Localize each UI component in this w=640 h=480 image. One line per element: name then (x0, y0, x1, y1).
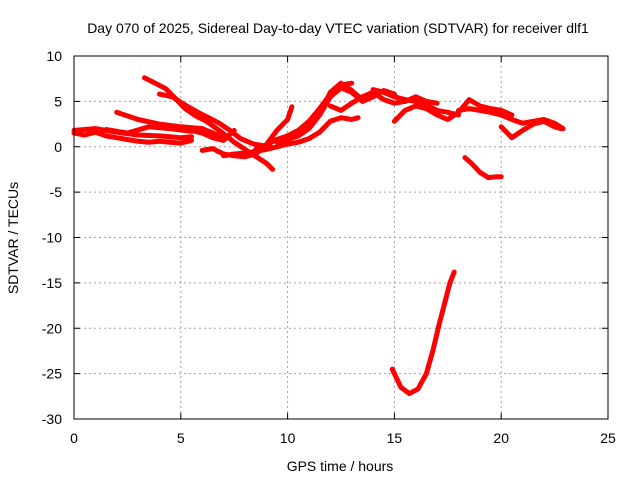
y-tick-label: 10 (46, 48, 62, 64)
tick-labels: 0 5 10 15 20 25 -30 -25 -20 -15 -10 -5 0 5 10 (42, 48, 616, 446)
series-line-arc-15 (391, 97, 515, 124)
series-line-arc-9 (221, 115, 361, 159)
series-line-arc-8 (199, 104, 295, 160)
x-tick-label: 20 (493, 430, 509, 446)
x-tick-label: 10 (280, 430, 296, 446)
y-tick-label: -10 (42, 230, 62, 246)
y-axis-label: SDTVAR / TECUs (5, 182, 21, 294)
y-tick-label: 5 (54, 93, 62, 109)
y-tick-label: -30 (42, 411, 62, 427)
y-tick-label: 0 (54, 139, 62, 155)
series-line-arc-4 (114, 109, 226, 141)
x-axis-label: GPS time / hours (287, 458, 394, 474)
series-line-arc-1 (71, 129, 194, 146)
y-tick-label: -25 (42, 366, 62, 382)
chart-title: Day 070 of 2025, Sidereal Day-to-day VTE… (87, 20, 589, 36)
axis-ticks (73, 55, 609, 420)
x-tick-label: 5 (177, 430, 185, 446)
series-group (71, 75, 566, 397)
x-tick-label: 0 (70, 430, 78, 446)
x-tick-label: 15 (387, 430, 403, 446)
series-line-arc-18 (462, 155, 504, 181)
series-line-arc-7 (189, 127, 237, 143)
y-tick-label: -20 (42, 320, 62, 336)
series-line-arc-13 (327, 89, 440, 113)
series-line-arc-6 (156, 91, 273, 150)
x-tick-label: 25 (600, 430, 616, 446)
series-line-arc-14 (370, 87, 461, 118)
series-line-arc-19 (389, 269, 457, 397)
y-tick-label: -5 (50, 184, 63, 200)
y-tick-label: -15 (42, 275, 62, 291)
series-line-arc-17 (498, 118, 564, 141)
series-line-arc-2 (71, 126, 194, 141)
